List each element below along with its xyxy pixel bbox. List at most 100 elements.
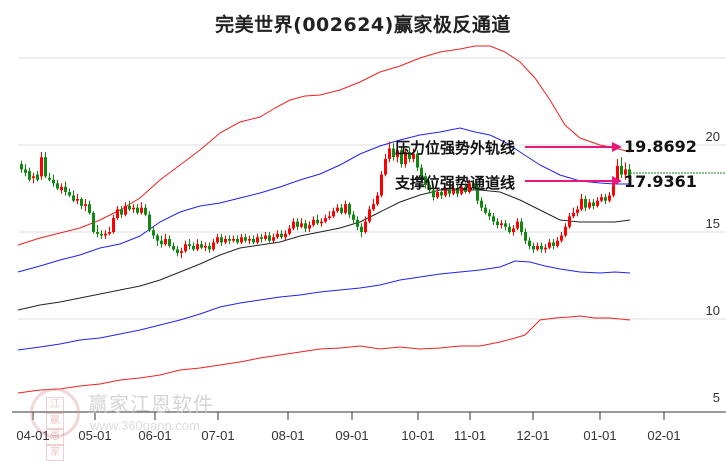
candle-down <box>420 167 423 177</box>
candle-down <box>316 219 319 224</box>
x-tick-label: 10-01 <box>401 428 435 443</box>
candle-down <box>488 212 491 217</box>
candle-down <box>520 221 523 232</box>
x-tick-label: 07-01 <box>201 428 235 443</box>
candle-down <box>208 245 211 250</box>
candle-down <box>440 191 443 196</box>
candle-up <box>76 198 79 201</box>
candle-up <box>284 233 287 238</box>
x-tick-label: 06-01 <box>138 428 172 443</box>
candle-up <box>204 245 207 248</box>
candle-up <box>388 148 391 159</box>
candle-up <box>624 169 627 175</box>
candle-up <box>368 209 371 222</box>
candle-down <box>88 204 91 213</box>
candle-down <box>464 186 467 192</box>
candle-down <box>492 216 495 222</box>
candle-up <box>124 205 127 215</box>
candle-down <box>528 240 531 246</box>
candle-down <box>304 223 307 229</box>
candle-down <box>628 169 631 179</box>
candle-down <box>24 169 27 173</box>
y-tick-label: 15 <box>705 216 720 231</box>
candle-down <box>200 244 203 248</box>
candle-down <box>280 233 283 238</box>
resistance-value: 19.8692 <box>624 137 697 156</box>
candle-down <box>356 219 359 227</box>
candle-up <box>536 245 539 250</box>
candle-down <box>472 183 475 187</box>
candle-down <box>352 214 355 220</box>
candle-down <box>424 176 427 186</box>
candle-up <box>196 244 199 250</box>
candle-down <box>48 178 51 180</box>
candle-down <box>584 198 587 208</box>
candle-up <box>232 238 235 241</box>
candle-up <box>412 153 415 159</box>
candle-down <box>80 198 83 206</box>
candle-down <box>236 238 239 243</box>
support-label: 支撑位强势通道线 <box>395 174 516 192</box>
candle-down <box>504 223 507 227</box>
candle-up <box>312 219 315 226</box>
candle-up <box>112 218 115 232</box>
candle-up <box>292 221 295 229</box>
candle-up <box>460 186 463 194</box>
candle-up <box>288 228 291 234</box>
x-tick-label: 02-01 <box>647 428 681 443</box>
candle-up <box>104 233 107 236</box>
chart-title: 完美世界(002624)赢家极反通道 <box>215 14 511 36</box>
chart-plot-area <box>12 45 726 420</box>
candle-down <box>540 245 543 250</box>
watermark-logo-char: 江 <box>46 397 64 413</box>
candle-up <box>84 204 87 206</box>
candle-up <box>140 207 143 213</box>
x-tick-label: 04-01 <box>16 428 50 443</box>
candle-up <box>588 202 591 208</box>
candle-down <box>168 238 171 246</box>
candle-up <box>580 198 583 210</box>
watermark-logo-char: 恩 <box>46 429 64 445</box>
candle-up <box>336 207 339 212</box>
candle-down <box>100 233 103 236</box>
candle-up <box>332 211 335 217</box>
watermark-brand: 赢家江恩软件 <box>88 392 214 416</box>
candle-up <box>132 207 135 210</box>
candle-down <box>508 226 511 232</box>
channel-bands <box>17 45 631 394</box>
candle-down <box>20 164 23 170</box>
candle-up <box>32 176 35 179</box>
candle-up <box>516 221 519 229</box>
y-tick-label: 5 <box>712 390 720 405</box>
candle-up <box>108 232 111 234</box>
candle-down <box>428 185 431 191</box>
candle-up <box>544 247 547 250</box>
candle-up <box>380 174 383 196</box>
gridlines <box>18 57 726 320</box>
candle-up <box>608 195 611 201</box>
candle-up <box>256 237 259 243</box>
candle-up <box>452 188 455 194</box>
candle-up <box>60 186 63 191</box>
x-tick-label: 11-01 <box>453 428 487 443</box>
candle-up <box>248 238 251 241</box>
candle-up <box>444 190 447 196</box>
candle-down <box>172 245 175 250</box>
x-tick-label: 08-01 <box>271 428 305 443</box>
candle-up <box>180 251 183 253</box>
candle-up <box>224 238 227 243</box>
candle-up <box>272 237 275 241</box>
candle-down <box>144 207 147 215</box>
candle-down <box>416 153 419 168</box>
candle-down <box>480 200 483 208</box>
x-axis <box>12 411 726 420</box>
candle-down <box>524 232 527 241</box>
candle-up <box>556 240 559 246</box>
candle-down <box>96 232 99 234</box>
candle-down <box>360 226 363 232</box>
candle-up <box>300 223 303 227</box>
candle-up <box>376 195 379 205</box>
candle-up <box>184 244 187 252</box>
watermark-url: www.360gann.com <box>90 418 200 433</box>
candle-down <box>456 188 459 194</box>
